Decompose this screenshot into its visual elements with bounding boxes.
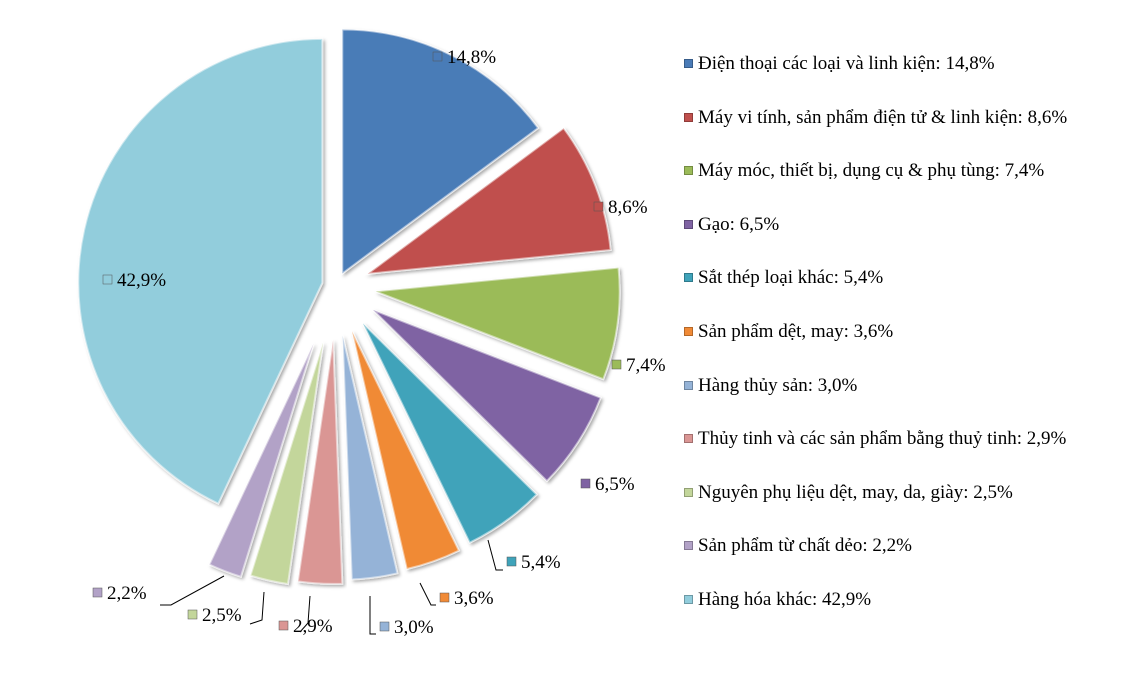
- legend-label: Hàng thủy sản: 3,0%: [698, 374, 858, 396]
- legend: Điện thoại các loại và linh kiện: 14,8% M…: [684, 52, 1124, 642]
- legend-label: Nguyên phụ liệu dệt, may, da, giày: 2,5%: [698, 481, 1013, 503]
- legend-swatch: [684, 326, 693, 336]
- legend-label: Sản phẩm từ chất dẻo: 2,2%: [698, 535, 912, 557]
- legend-item: Sản phẩm từ chất dẻo: 2,2%: [684, 534, 1124, 588]
- data-label: 3,6%: [454, 588, 494, 609]
- pie-slice: [362, 322, 539, 545]
- legend-item: Điện thoại các loại và linh kiện: 14,8%: [684, 52, 1124, 106]
- legend-label: Thủy tinh và các sản phẩm bằng thuỷ tinh…: [698, 428, 1067, 450]
- legend-label: Sản phẩm dệt, may: 3,6%: [698, 320, 894, 342]
- pie-slice: [364, 126, 612, 276]
- data-label-swatch: [187, 609, 198, 620]
- legend-swatch: [684, 273, 693, 283]
- leader-line: [299, 595, 311, 633]
- legend-label: Gạo: 6,5%: [698, 213, 780, 235]
- legend-label: Máy vi tính, sản phẩm điện tử & linh kiệ…: [698, 106, 1068, 128]
- pie-slice: [296, 339, 344, 585]
- data-label-swatch: [611, 359, 622, 370]
- legend-item: Máy móc, thiết bị, dụng cụ & phụ tùng: 7…: [684, 159, 1124, 213]
- pie-slice: [341, 335, 399, 581]
- legend-label: Điện thoại các loại và linh kiện: 14,8%: [698, 53, 995, 74]
- pie-slice: [208, 343, 315, 578]
- data-label: 5,4%: [521, 552, 561, 573]
- data-label: 6,5%: [595, 474, 635, 495]
- data-label-swatch: [379, 621, 390, 632]
- leader-line: [419, 582, 436, 606]
- data-label: 8,6%: [608, 197, 648, 218]
- pie-slice: [341, 28, 540, 276]
- data-label: 42,9%: [117, 270, 166, 291]
- data-label: 2,2%: [107, 583, 147, 604]
- leader-line: [160, 575, 225, 606]
- data-label-swatch: [580, 478, 591, 489]
- legend-swatch: [684, 112, 693, 122]
- data-label: 14,8%: [447, 47, 496, 68]
- legend-swatch: [684, 166, 693, 176]
- legend-label: Máy móc, thiết bị, dụng cụ & phụ tùng: 7…: [698, 160, 1045, 182]
- legend-item: Gạo: 6,5%: [684, 213, 1124, 267]
- data-label-swatch: [278, 620, 289, 631]
- legend-item: Hàng hóa khác: 42,9%: [684, 588, 1124, 642]
- legend-swatch: [684, 59, 693, 68]
- pie-slice: [372, 308, 602, 483]
- pie-slice: [77, 37, 324, 505]
- legend-item: Hàng thủy sản: 3,0%: [684, 374, 1124, 428]
- data-label: 3,0%: [394, 617, 434, 638]
- legend-swatch: [684, 380, 693, 390]
- leader-line: [369, 596, 376, 635]
- data-label: 2,5%: [202, 605, 242, 626]
- data-label-swatch: [506, 556, 517, 567]
- data-label-swatch: [92, 587, 103, 598]
- legend-item: Máy vi tính, sản phẩm điện tử & linh kiệ…: [684, 106, 1124, 160]
- legend-swatch: [684, 594, 693, 604]
- legend-swatch: [684, 434, 693, 444]
- data-label-swatch: [593, 201, 604, 212]
- data-label-swatch: [432, 51, 443, 62]
- legend-label: Sắt thép loại khác: 5,4%: [698, 267, 884, 289]
- legend-item: Nguyên phụ liệu dệt, may, da, giày: 2,5%: [684, 481, 1124, 535]
- pie-slice: [375, 266, 621, 381]
- legend-swatch: [684, 219, 693, 229]
- leader-line: [487, 539, 503, 571]
- legend-swatch: [684, 541, 693, 551]
- data-label: 7,4%: [626, 355, 666, 376]
- data-label: 2,9%: [293, 616, 333, 637]
- legend-swatch: [684, 487, 693, 497]
- legend-item: Sản phẩm dệt, may: 3,6%: [684, 320, 1124, 374]
- data-label-swatch: [102, 274, 113, 285]
- legend-item: Sắt thép loại khác: 5,4%: [684, 266, 1124, 320]
- pie-slice: [351, 330, 461, 571]
- pie-slice: [249, 342, 325, 586]
- legend-label: Hàng hóa khác: 42,9%: [698, 588, 872, 610]
- leader-line: [249, 591, 265, 625]
- legend-item: Thủy tinh và các sản phẩm bằng thuỷ tinh…: [684, 427, 1124, 481]
- data-label-swatch: [439, 592, 450, 603]
